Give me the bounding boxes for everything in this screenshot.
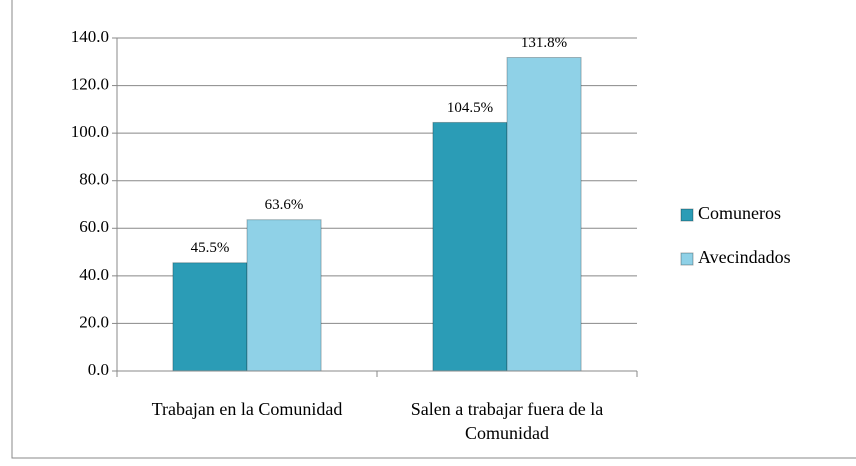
y-tick-label: 140.0: [71, 27, 109, 46]
y-tick-label: 80.0: [79, 170, 109, 189]
bar: [172, 262, 248, 372]
data-label: 45.5%: [191, 240, 230, 256]
data-label: 104.5%: [447, 100, 493, 116]
y-tick-label: 60.0: [79, 217, 109, 236]
x-tick-label: Trabajan en la Comunidad: [151, 399, 343, 419]
legend-swatch: [680, 208, 694, 222]
legend-swatch: [680, 252, 694, 266]
bar: [506, 57, 582, 372]
bar: [246, 219, 322, 372]
data-label: 131.8%: [521, 35, 567, 51]
y-tick-label: 120.0: [71, 74, 109, 93]
legend-label: Avecindados: [698, 247, 791, 267]
legend-label: Comuneros: [698, 203, 781, 223]
y-tick-label: 100.0: [71, 122, 109, 141]
data-label: 63.6%: [265, 197, 304, 213]
bar: [432, 121, 508, 372]
y-tick-label: 40.0: [79, 265, 109, 284]
y-tick-label: 20.0: [79, 312, 109, 331]
y-tick-label: 0.0: [88, 360, 109, 379]
chart-border: [11, 0, 856, 459]
x-tick-label: Salen a trabajar fuera de la Comunidad: [410, 399, 604, 443]
